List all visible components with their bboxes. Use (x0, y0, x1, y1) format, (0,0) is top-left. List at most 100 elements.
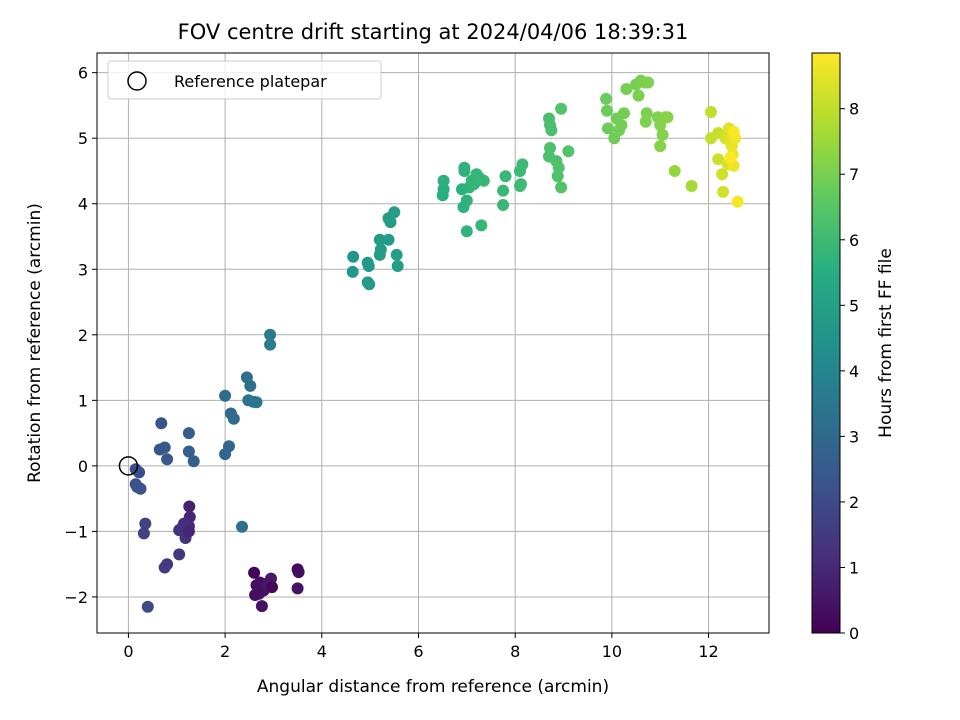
y-tick-label: 1 (78, 391, 88, 410)
colorbar-tick-label: 2 (849, 493, 859, 512)
colorbar-tick-label: 8 (849, 100, 859, 119)
y-tick-label: 5 (78, 129, 88, 148)
scatter-point (139, 517, 152, 530)
scatter-point (545, 124, 558, 137)
scatter-point (223, 440, 235, 453)
scatter-point (668, 165, 681, 177)
scatter-point (437, 183, 450, 196)
scatter-point (555, 102, 568, 115)
x-tick-label: 6 (413, 642, 423, 661)
scatter-point (551, 170, 564, 183)
scatter-point (182, 427, 195, 440)
scatter-point (158, 561, 171, 574)
data-points (129, 74, 744, 613)
scatter-point (182, 445, 195, 458)
colorbar-gradient (811, 52, 841, 634)
scatter-point (346, 265, 359, 278)
scatter-point (173, 548, 186, 561)
scatter-point (602, 122, 614, 135)
colorbar-tick-label: 1 (849, 558, 859, 577)
scatter-point (712, 153, 725, 166)
x-tick-label: 12 (698, 642, 718, 661)
scatter-point (716, 168, 729, 181)
scatter-point (248, 566, 261, 579)
scatter-point (477, 174, 490, 187)
scatter-point (555, 181, 568, 194)
y-tick-label: 0 (78, 457, 88, 476)
grid-lines (97, 53, 769, 633)
scatter-point (182, 525, 195, 538)
scatter-point (639, 115, 652, 128)
scatter-point (460, 225, 473, 238)
scatter-point (382, 233, 395, 246)
legend-label: Reference platepar (174, 72, 327, 91)
scatter-point (292, 566, 305, 579)
scatter-point (661, 111, 674, 124)
colorbar-tick-label: 5 (849, 296, 859, 315)
scatter-point (460, 194, 473, 207)
scatter-point (497, 199, 510, 211)
scatter-point (137, 527, 150, 540)
y-tick-label: 2 (78, 326, 88, 345)
scatter-point (727, 125, 740, 138)
scatter-point (227, 412, 240, 425)
scatter-point (601, 104, 613, 117)
scatter-point (187, 455, 200, 468)
scatter-point (141, 600, 154, 613)
x-axis-ticks: 0 2 4 6 8 10 12 (123, 633, 719, 661)
scatter-point (615, 119, 628, 132)
y-tick-label: −2 (64, 588, 88, 607)
scatter-point (384, 216, 397, 229)
legend: Reference platepar (107, 60, 382, 100)
y-tick-label: 6 (78, 64, 88, 83)
colorbar-label: Hours from first FF file (876, 248, 896, 438)
scatter-point (618, 107, 630, 120)
legend-box (107, 60, 382, 100)
legend-marker (127, 71, 147, 91)
colorbar-tick-label: 0 (849, 624, 859, 643)
scatter-point (264, 338, 277, 351)
x-tick-label: 0 (123, 642, 133, 661)
scatter-point (620, 83, 633, 95)
scatter-point (497, 184, 510, 197)
y-tick-label: −1 (64, 522, 88, 541)
scatter-point (516, 158, 529, 171)
scatter-point (642, 76, 655, 89)
scatter-point (705, 106, 717, 118)
scatter-point (363, 278, 376, 291)
scatter-point (255, 600, 268, 613)
scatter-point (161, 453, 174, 466)
scatter-point (499, 170, 512, 183)
scatter-point (253, 587, 265, 600)
scatter-point (388, 206, 401, 219)
scatter-point (562, 145, 575, 158)
scatter-point (155, 417, 168, 430)
colorbar-tick-label: 4 (849, 362, 859, 381)
scatter-point (717, 185, 730, 198)
colorbar-tick-label: 6 (849, 231, 859, 250)
colorbar-ticks: 0 1 2 3 4 5 6 7 8 (840, 100, 859, 643)
x-tick-label: 4 (317, 642, 327, 661)
scatter-point (656, 128, 669, 141)
x-tick-label: 2 (220, 642, 230, 661)
y-axis-ticks: −2 −1 0 1 2 3 4 5 6 (64, 64, 97, 607)
y-tick-label: 4 (78, 195, 88, 214)
colorbar-tick-label: 7 (849, 165, 859, 184)
scatter-point (458, 165, 471, 177)
scatter-point (362, 260, 375, 272)
scatter-point (219, 389, 232, 402)
scatter-point (183, 500, 196, 513)
scatter-point (373, 248, 386, 261)
y-tick-label: 3 (78, 260, 88, 279)
x-tick-label: 10 (602, 642, 622, 661)
reference-platepar-marker (118, 456, 139, 476)
scatter-point (266, 581, 278, 594)
scatter-point (347, 250, 360, 263)
x-tick-label: 8 (510, 642, 520, 661)
scatter-point (250, 396, 263, 409)
scatter-point (291, 582, 304, 595)
colorbar: 0 1 2 3 4 5 6 7 8 Hours from first FF file (811, 52, 896, 643)
chart-title: FOV centre drift starting at 2024/04/06 … (178, 20, 689, 44)
x-axis-label: Angular distance from reference (arcmin) (257, 677, 609, 697)
